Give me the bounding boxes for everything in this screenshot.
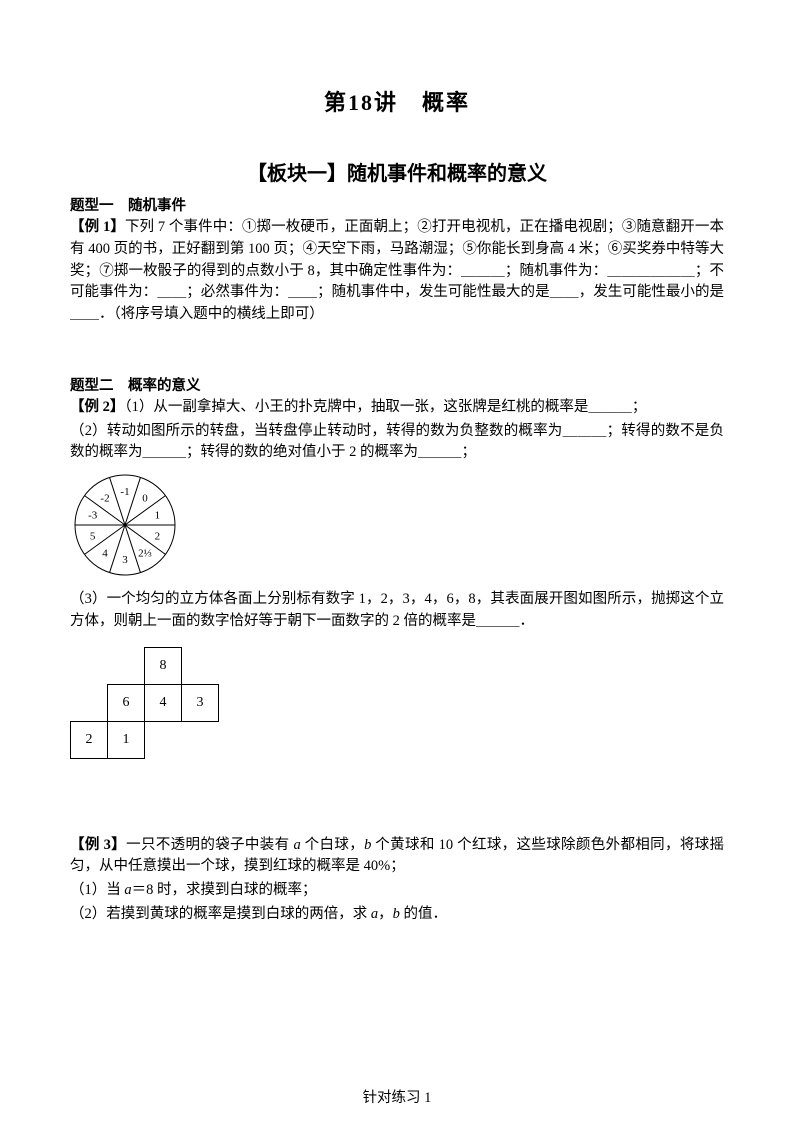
section-1-heading: 【板块一】随机事件和概率的意义 [70,157,724,186]
svg-text:4: 4 [102,548,108,560]
example-2-text-1: （1）从一副拿掉大、小王的扑克牌中，抽取一张，这张牌是红桃的概率是＿＿＿； [124,399,646,415]
svg-text:2⅓: 2⅓ [138,548,152,560]
example-1-text: 下列 7 个事件中：①掷一枚硬币，正面朝上；②打开电视机，正在播电视剧；③随意翻… [70,219,724,322]
example-3-label: 【例 3】 [70,837,126,853]
spinner-figure: -1 01 22⅓ 3 45 -3-2 [70,472,724,583]
example-2-part-2: （2）转动如图所示的转盘，当转盘停止转动时，转得的数为负整数的概率为＿＿＿；转得… [70,421,724,465]
example-1: 【例 1】下列 7 个事件中：①掷一枚硬币，正面朝上；②打开电视机，正在播电视剧… [70,217,724,326]
cube-cell: 3 [182,684,219,721]
svg-text:1: 1 [155,509,161,521]
cube-cell: 8 [145,647,182,684]
spinner-svg: -1 01 22⅓ 3 45 -3-2 [70,472,180,578]
example-2-part-3: （3）一个均匀的立方体各面上分别标有数字 1，2，3，4，6，8，其表面展开图如… [70,589,724,633]
svg-text:-1: -1 [120,486,129,498]
cube-cell: 1 [108,721,145,758]
type-2-heading: 题型二 概率的意义 [70,374,724,395]
svg-text:-2: -2 [100,492,109,504]
svg-text:0: 0 [142,492,148,504]
example-3-text-1: 一只不透明的袋子中装有 a 个白球，b 个黄球和 10 个红球，这些球除颜色外都… [70,837,724,875]
spacer [70,928,724,1078]
svg-text:-3: -3 [88,509,98,521]
example-3-part-2: （1）当 a＝8 时，求摸到白球的概率； [70,880,724,902]
type-1-heading: 题型一 随机事件 [70,194,724,215]
page-title: 第18讲 概率 [70,85,724,117]
example-3-part-3: （2）若摸到黄球的概率是摸到白球的两倍，求 a，b 的值． [70,904,724,926]
cube-cell: 4 [145,684,182,721]
cube-net-table: 8643 21 [70,647,219,759]
example-3-part-1: 【例 3】一只不透明的袋子中装有 a 个白球，b 个黄球和 10 个红球，这些球… [70,835,724,879]
cube-net-figure: 8643 21 [70,647,724,759]
cube-cell: 2 [71,721,108,758]
example-2-part-1: 【例 2】（1）从一副拿掉大、小王的扑克牌中，抽取一张，这张牌是红桃的概率是＿＿… [70,397,724,419]
footer-label: 针对练习 1 [70,1086,724,1107]
example-2-label: 【例 2】 [70,399,124,415]
cube-cell: 6 [108,684,145,721]
svg-text:2: 2 [155,531,161,543]
page: 第18讲 概率 【板块一】随机事件和概率的意义 题型一 随机事件 【例 1】下列… [0,0,794,1123]
svg-text:5: 5 [90,531,96,543]
example-1-label: 【例 1】 [70,219,125,235]
svg-text:3: 3 [122,554,128,566]
spacer [70,328,724,368]
spacer [70,765,724,835]
